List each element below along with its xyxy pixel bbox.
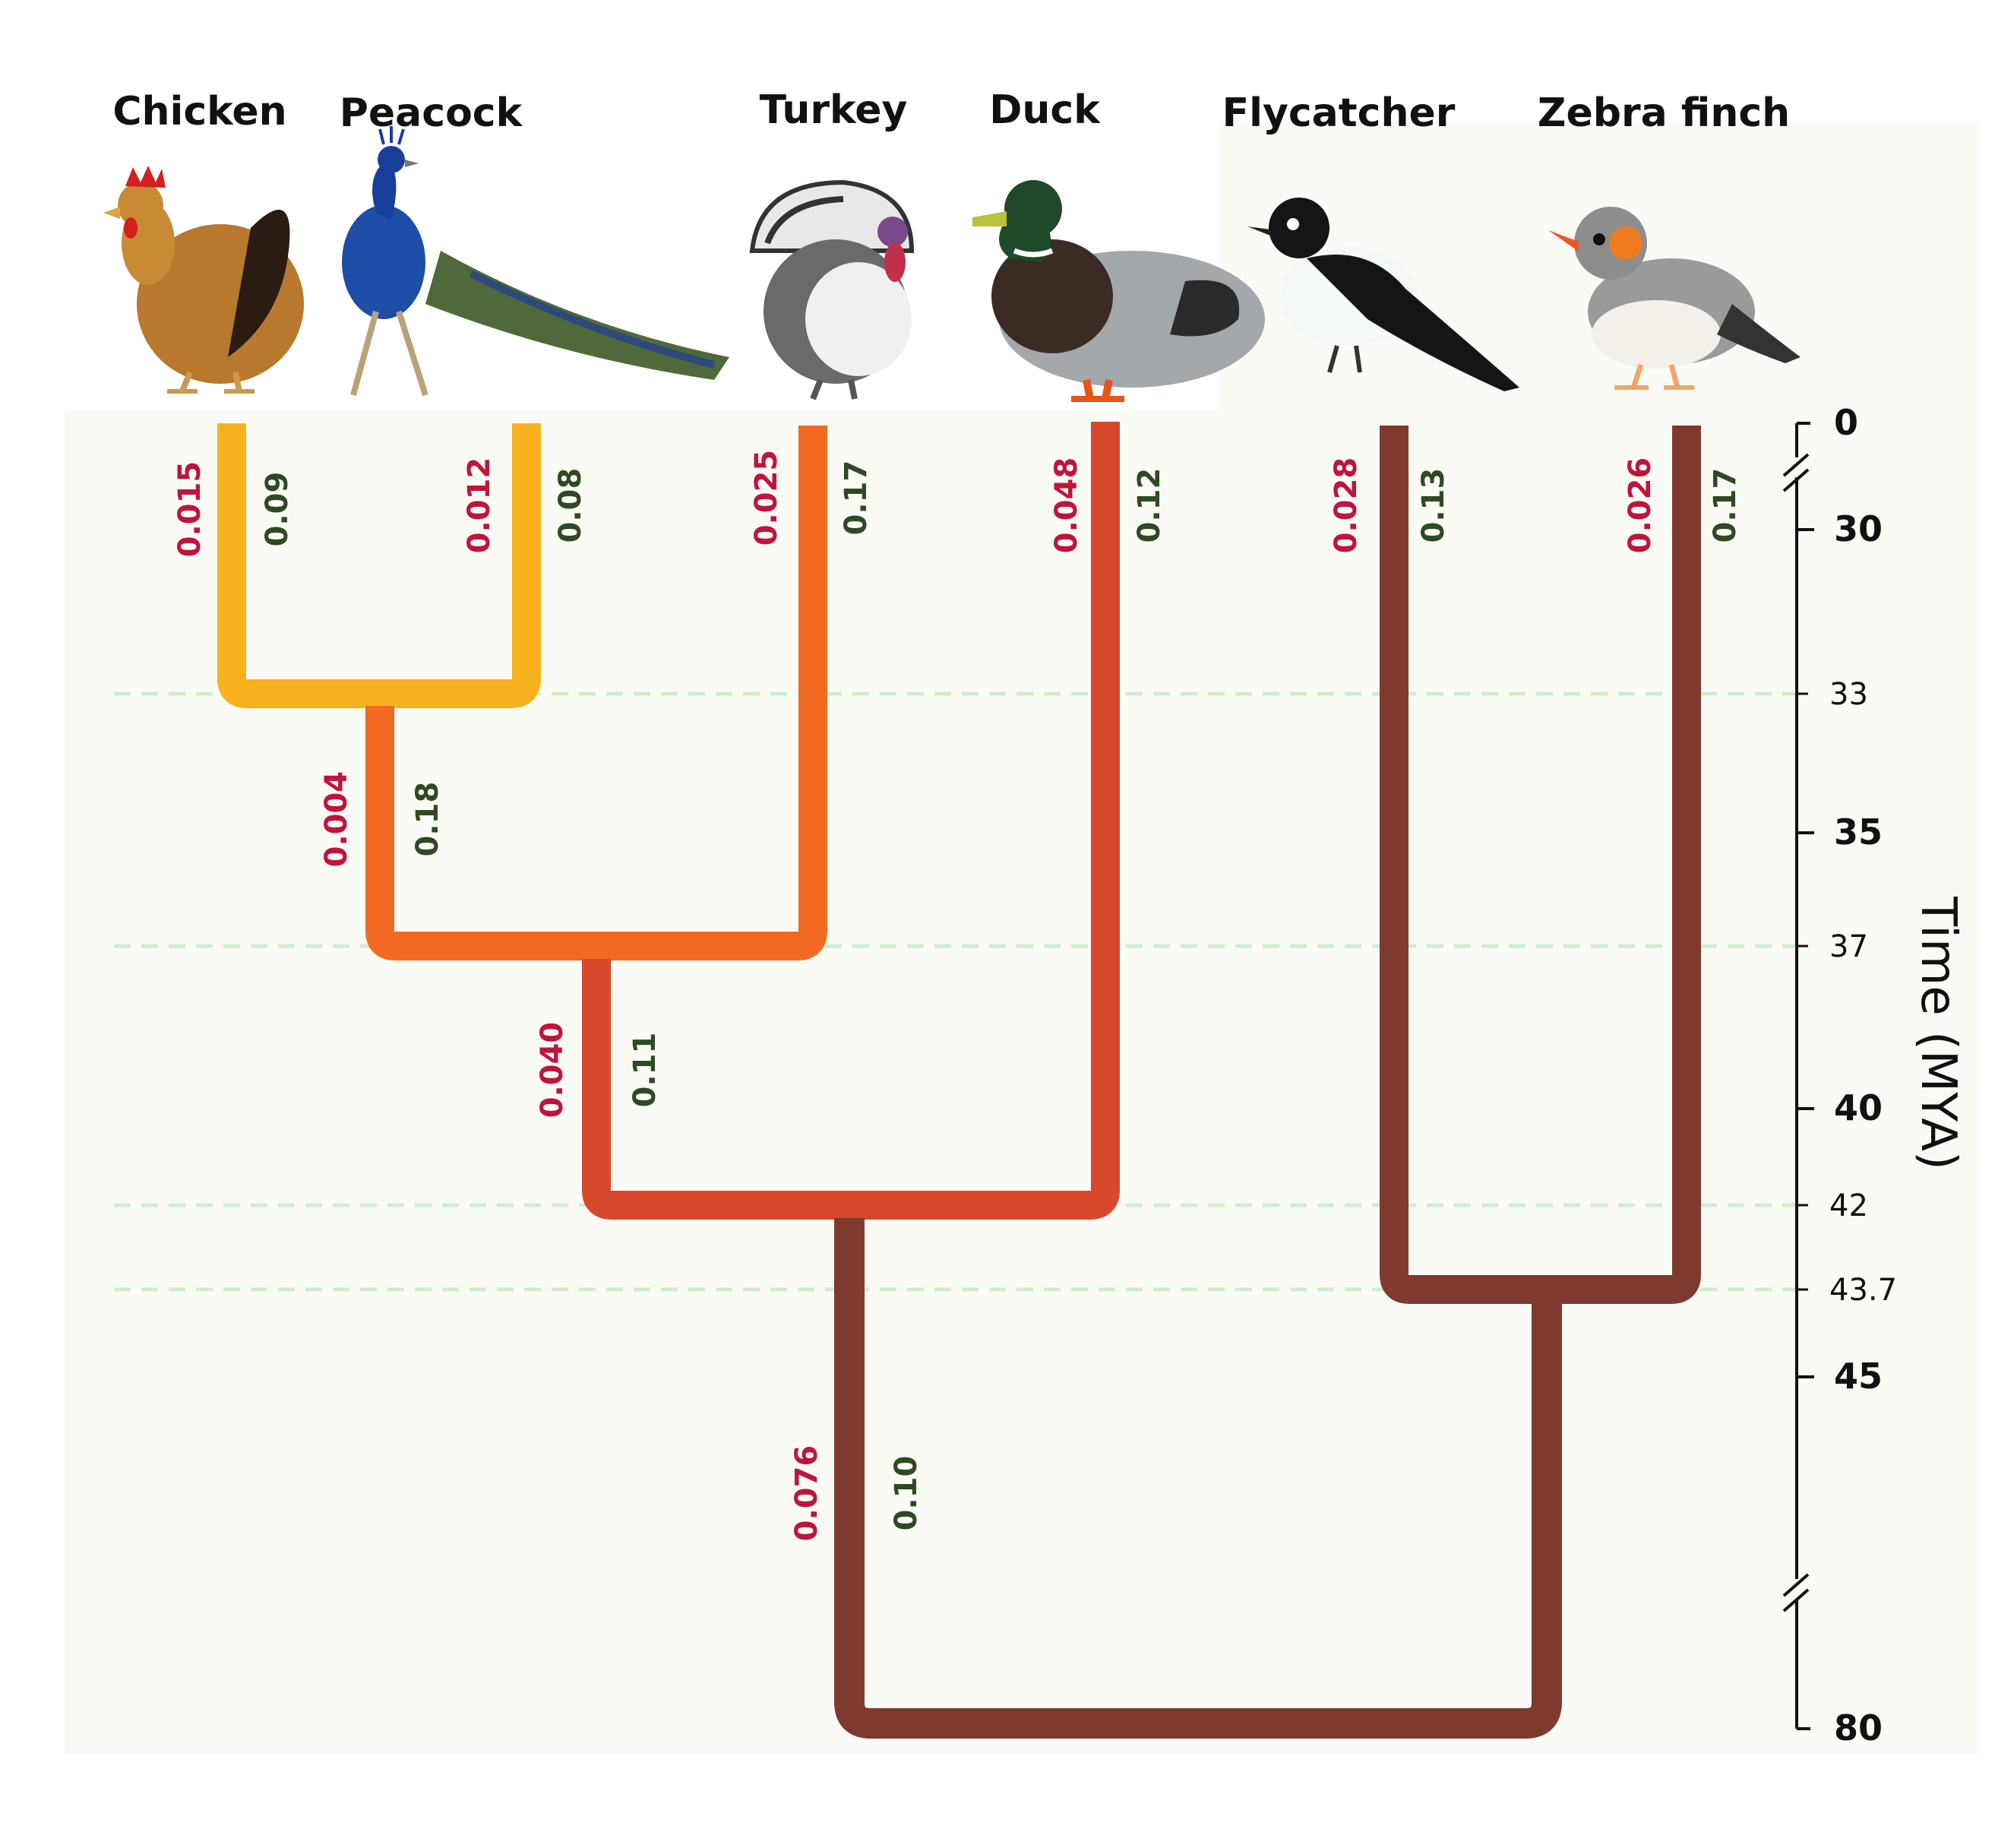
- tick-label-37: 37: [1829, 929, 1868, 964]
- branch-galloanserae-duck: [582, 422, 1120, 1220]
- branch-chicken-peacock: [217, 423, 541, 708]
- rate-green-zebra-finch: 0.17: [1708, 468, 1743, 543]
- peacock-icon: [342, 126, 729, 397]
- axis-line: [1795, 422, 1810, 1730]
- branch-root: [834, 1218, 1562, 1739]
- rate-red-root-stem: 0.076: [789, 1445, 824, 1542]
- species-label-duck: Duck: [989, 87, 1101, 133]
- rate-green-peacock: 0.08: [553, 468, 588, 543]
- species-label-chicken: Chicken: [112, 89, 286, 134]
- tick-label-42: 42: [1829, 1188, 1868, 1223]
- species-label-zebra-finch: Zebra finch: [1538, 90, 1790, 136]
- rate-red-peacock: 0.012: [462, 457, 497, 554]
- duck-icon: [972, 180, 1265, 402]
- tick-label-35: 35: [1834, 812, 1883, 853]
- rate-red-turkey: 0.025: [749, 450, 784, 546]
- axis-break-top-marks: [1782, 453, 1810, 492]
- rate-green-flycatcher: 0.13: [1416, 468, 1451, 543]
- tick-label-43-7: 43.7: [1829, 1273, 1897, 1308]
- rate-green-turkey: 0.17: [839, 460, 874, 536]
- branch-galliform-turkey: [365, 426, 827, 960]
- rate-red-flycatcher: 0.028: [1329, 457, 1364, 554]
- zebra-finch-icon: [1548, 207, 1801, 390]
- flycatcher-icon: [1247, 198, 1519, 391]
- species-label-turkey: Turkey: [760, 87, 908, 133]
- tick-label-80: 80: [1834, 1707, 1883, 1748]
- rate-green-chicken: 0.09: [260, 472, 295, 547]
- rate-red-chicken: 0.015: [172, 461, 207, 558]
- rate-labels: 0.015 0.09 0.012 0.08 0.025 0.17 0.048 0…: [172, 450, 1743, 1542]
- turkey-icon: [749, 179, 915, 400]
- species-label-peacock: Peacock: [340, 90, 523, 136]
- tick-label-40: 40: [1834, 1087, 1883, 1128]
- chicken-icon: [103, 166, 304, 394]
- tick-label-33: 33: [1829, 677, 1868, 712]
- tick-label-30: 30: [1834, 508, 1883, 549]
- axis-title: Time (MYA): [1910, 896, 1966, 1170]
- branch-passerines: [1380, 426, 1701, 1304]
- time-axis: 0 30 33 35 37 40 42 43.7 45 80 Time (MYA…: [1782, 402, 1966, 1748]
- rate-green-duck: 0.12: [1132, 468, 1167, 543]
- rate-red-galliform-stem: 0.004: [319, 771, 354, 868]
- species-label-flycatcher: Flycatcher: [1222, 90, 1456, 136]
- tree: [217, 422, 1701, 1739]
- tick-label-45: 45: [1834, 1356, 1883, 1397]
- axis-break-bottom-marks: [1782, 1573, 1810, 1612]
- rate-red-zebra-finch: 0.026: [1623, 457, 1658, 554]
- rate-green-galliform-stem: 0.18: [410, 782, 445, 857]
- rate-red-galloanserae-stem: 0.040: [535, 1022, 570, 1119]
- rate-green-galloanserae-stem: 0.11: [628, 1033, 662, 1108]
- tick-label-0: 0: [1834, 402, 1858, 443]
- rate-green-root-stem: 0.10: [889, 1456, 924, 1531]
- rate-red-duck: 0.048: [1049, 457, 1084, 554]
